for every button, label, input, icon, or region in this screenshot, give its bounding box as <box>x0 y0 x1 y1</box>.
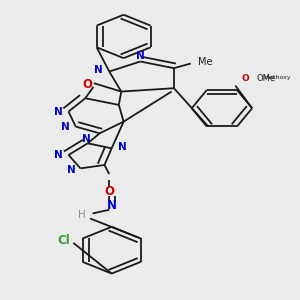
Text: methoxy: methoxy <box>263 75 291 80</box>
Text: N: N <box>118 142 127 152</box>
Text: O: O <box>104 185 114 198</box>
Text: N: N <box>61 122 70 132</box>
Text: N: N <box>82 134 91 144</box>
Text: OMe: OMe <box>257 74 276 83</box>
Text: N: N <box>68 165 76 175</box>
Text: O: O <box>83 78 93 92</box>
Text: H: H <box>78 210 86 220</box>
Text: N: N <box>106 199 117 212</box>
Text: N: N <box>54 106 62 117</box>
Text: Cl: Cl <box>57 234 70 247</box>
Text: N: N <box>94 65 103 75</box>
Text: O: O <box>241 74 249 83</box>
Text: Me: Me <box>198 56 212 67</box>
Text: N: N <box>136 52 145 61</box>
Text: N: N <box>54 150 62 160</box>
